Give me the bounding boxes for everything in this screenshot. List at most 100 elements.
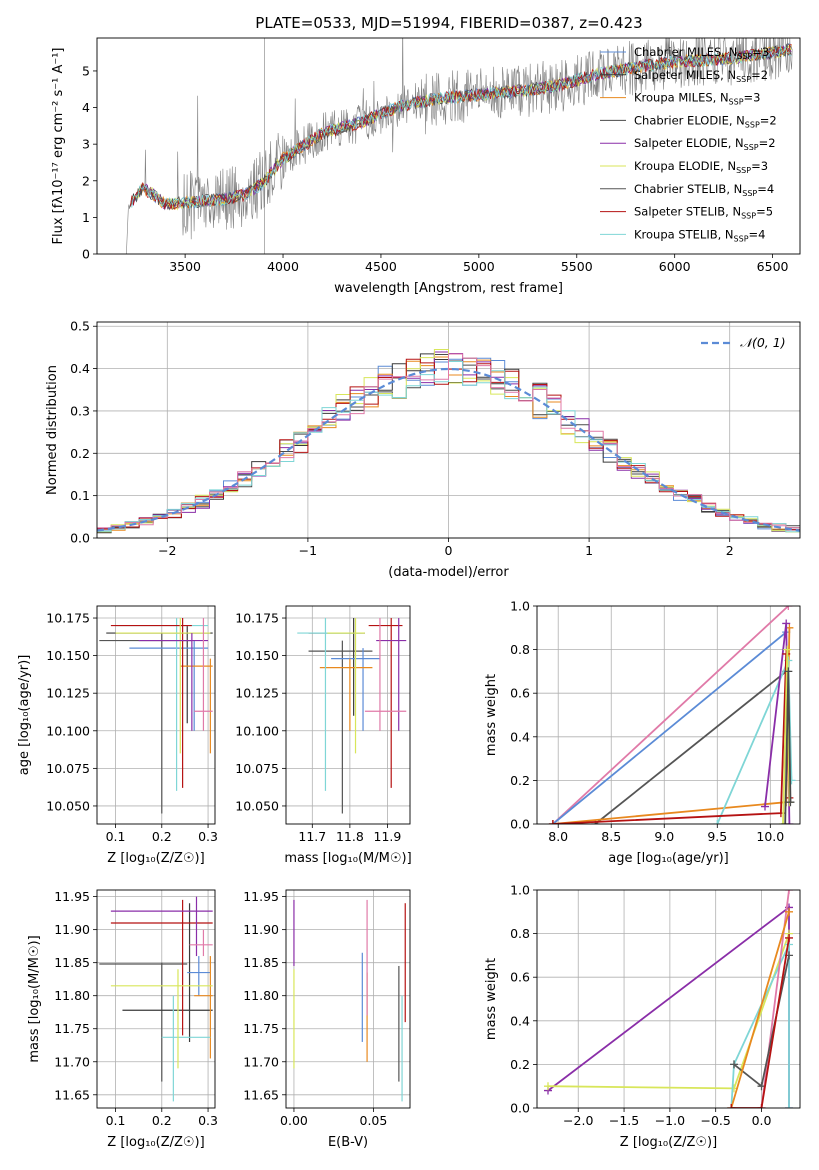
weight-marker [761, 802, 770, 811]
plot-area [99, 896, 213, 1102]
y-tick-label: 0.8 [510, 642, 530, 657]
x-tick-label: −2.0 [563, 1113, 593, 1128]
weight-marker [781, 820, 790, 824]
y-tick-label: 0.6 [510, 970, 530, 985]
x-tick-label: −1 [299, 543, 317, 558]
y-axis-label: Flux [fλ10⁻¹⁷ erg cm⁻² s⁻¹ A⁻¹] [51, 48, 66, 245]
model-spectrum-line [130, 45, 792, 209]
x-tick-label: 11.7 [298, 829, 326, 844]
y-tick-label: 11.75 [243, 1021, 279, 1036]
plot-area [125, 38, 793, 254]
weight-marker [783, 645, 792, 654]
y-tick-label: 10.050 [46, 798, 90, 813]
weight-marker [713, 820, 722, 824]
y-tick-label: 10.125 [235, 686, 279, 701]
y-tick-label: 10.100 [46, 723, 90, 738]
x-tick-label: 0.05 [360, 1113, 388, 1128]
x-tick-label: 0.3 [198, 1113, 218, 1128]
age-vs-mass-panel: 11.7 11.8 11.9 10.050 10.075 10.100 10.125 10.1… [235, 605, 412, 866]
y-tick-label: 0.8 [510, 926, 530, 941]
y-tick-label: 0.5 [70, 319, 90, 334]
y-tick-label: 11.65 [243, 1087, 279, 1102]
y-tick-label: 10.175 [235, 611, 279, 626]
figure-title: PLATE=0533, MJD=51994, FIBERID=0387, z=0… [255, 14, 642, 32]
x-axis-label: mass [log₁₀(M/M☉)] [284, 851, 411, 866]
x-tick-label: 0.00 [280, 1113, 308, 1128]
y-tick-label: 11.80 [54, 988, 90, 1003]
y-tick-label: 11.85 [243, 955, 279, 970]
y-tick-label: 10.150 [46, 648, 90, 663]
plot-area [297, 618, 407, 814]
weight-marker [785, 890, 794, 894]
x-tick-label: −1.5 [609, 1113, 639, 1128]
legend-label: Chabrier STELIB, NSSP=4 [634, 182, 774, 198]
weight-marker [785, 1104, 794, 1108]
y-tick-label: 4 [82, 100, 90, 115]
y-tick-label: 11.90 [54, 922, 90, 937]
x-axis-label: Z [log₁₀(Z/Z☉)] [107, 851, 204, 866]
y-tick-label: 11.80 [243, 988, 279, 1003]
legend-label: Chabrier ELODIE, NSSP=2 [634, 113, 777, 129]
weight-marker [782, 619, 791, 628]
x-tick-label: 9.0 [654, 829, 674, 844]
spectrum-panel: 3500 4000 4500 5000 5500 6000 6500 0 1 2 3 4 5 wavele… [51, 37, 801, 296]
y-axis-label: mass [log₁₀(M/M☉)] [27, 935, 42, 1062]
axes-frame [536, 889, 801, 1109]
y-tick-label: 10.075 [235, 761, 279, 776]
gaussian-curve [97, 367, 800, 532]
residuals-panel: −2 −1 0 1 2 0.0 0.1 0.2 0.3 0.4 0.5 (data-model)/er… [45, 319, 801, 580]
x-tick-label: −1.0 [655, 1113, 685, 1128]
x-axis-label: Z [log₁₀(Z/Z☉)] [620, 1135, 717, 1150]
weight-marker [757, 1104, 766, 1108]
y-tick-label: 11.85 [54, 955, 90, 970]
weight-line [552, 631, 787, 824]
y-tick-label: 0.2 [510, 1057, 530, 1072]
x-axis-label: wavelength [Angstrom, rest frame] [334, 281, 563, 296]
weight-marker [785, 820, 794, 824]
x-tick-label: 0.3 [198, 829, 218, 844]
x-tick-label: 8.0 [548, 829, 568, 844]
x-tick-label: 0.1 [106, 1113, 126, 1128]
plot-area [99, 618, 213, 814]
y-axis-label: Normed distribution [45, 365, 60, 495]
x-tick-label: 0.0 [752, 1113, 772, 1128]
legend-label: 𝒩(0, 1) [740, 335, 786, 350]
y-tick-label: 1 [82, 210, 90, 225]
y-tick-label: 0.2 [510, 773, 530, 788]
massweight-vs-age-panel: 8.0 8.5 9.0 9.5 10.0 0.0 0.2 0.4 0.6 0.8 1.0 age [l… [484, 599, 801, 866]
y-tick-label: 3 [82, 137, 90, 152]
weight-marker [784, 606, 793, 610]
x-tick-label: 8.5 [601, 829, 621, 844]
x-tick-label: 9.5 [707, 829, 727, 844]
weight-marker [786, 798, 795, 807]
y-tick-label: 0.4 [510, 1013, 530, 1028]
x-tick-label: 2 [726, 543, 734, 558]
y-tick-label: 2 [82, 173, 90, 188]
observed-spectrum-line [125, 38, 793, 254]
x-tick-label: 10.0 [756, 829, 784, 844]
x-tick-label: 6500 [757, 259, 789, 274]
x-axis-label: (data-model)/error [388, 565, 509, 580]
x-tick-label: 0.2 [152, 1113, 172, 1128]
y-axis-label: age [log₁₀(age/yr)] [17, 655, 32, 776]
y-tick-label: 0 [82, 247, 90, 262]
axes-frame [536, 605, 801, 825]
weight-marker [548, 820, 557, 824]
weight-marker [785, 907, 794, 916]
y-tick-label: 10.150 [235, 648, 279, 663]
weight-line [730, 911, 790, 1108]
y-tick-label: 10.075 [46, 761, 90, 776]
x-tick-label: 0.2 [152, 829, 172, 844]
x-tick-label: −2 [158, 543, 176, 558]
plot-area [548, 606, 796, 824]
axes-frame [96, 605, 216, 825]
model-spectrum-line [129, 45, 792, 211]
weight-marker [727, 1104, 736, 1108]
y-tick-label: 10.125 [46, 686, 90, 701]
y-tick-label: 11.70 [54, 1054, 90, 1069]
legend-label: Salpeter STELIB, NSSP=5 [634, 205, 773, 221]
legend-label: Kroupa ELODIE, NSSP=3 [634, 159, 768, 175]
y-tick-label: 0.4 [510, 729, 530, 744]
